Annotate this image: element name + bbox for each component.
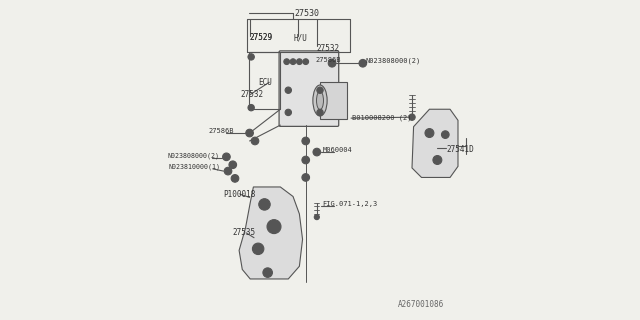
FancyBboxPatch shape xyxy=(279,51,339,126)
Text: P100018: P100018 xyxy=(223,190,255,199)
Circle shape xyxy=(250,106,253,109)
Circle shape xyxy=(226,169,230,173)
Text: 27529: 27529 xyxy=(250,33,273,42)
Circle shape xyxy=(303,175,308,180)
Circle shape xyxy=(303,59,308,65)
Text: A267001086: A267001086 xyxy=(397,300,444,309)
Circle shape xyxy=(223,153,230,161)
Circle shape xyxy=(290,59,296,65)
Bar xyxy=(320,82,347,119)
Circle shape xyxy=(233,176,237,180)
Circle shape xyxy=(231,175,239,182)
Circle shape xyxy=(317,109,323,116)
Ellipse shape xyxy=(317,92,323,110)
Polygon shape xyxy=(239,187,303,279)
Circle shape xyxy=(259,199,270,210)
Circle shape xyxy=(317,87,323,93)
Circle shape xyxy=(315,150,319,154)
Circle shape xyxy=(285,109,291,116)
Circle shape xyxy=(253,139,257,143)
Circle shape xyxy=(303,158,308,162)
Text: 27541D: 27541D xyxy=(446,145,474,154)
Circle shape xyxy=(246,129,253,137)
Text: 27530: 27530 xyxy=(294,9,319,18)
Circle shape xyxy=(224,167,232,175)
Polygon shape xyxy=(412,109,458,178)
Circle shape xyxy=(361,61,365,65)
Text: 27586B: 27586B xyxy=(209,128,234,134)
Text: M060004: M060004 xyxy=(323,147,352,153)
Circle shape xyxy=(230,163,235,167)
Text: 27532: 27532 xyxy=(317,44,340,53)
Circle shape xyxy=(409,114,415,120)
Circle shape xyxy=(328,60,336,67)
Text: 27532: 27532 xyxy=(240,91,263,100)
Circle shape xyxy=(425,129,434,138)
Text: N023810000(1): N023810000(1) xyxy=(168,163,220,170)
Text: N023808000(2): N023808000(2) xyxy=(366,58,421,64)
Circle shape xyxy=(248,54,254,60)
Circle shape xyxy=(313,148,321,156)
Text: H/U: H/U xyxy=(293,33,307,42)
Circle shape xyxy=(229,161,237,169)
Text: 27535: 27535 xyxy=(233,228,256,237)
Circle shape xyxy=(442,131,449,139)
Circle shape xyxy=(302,156,310,164)
Circle shape xyxy=(248,105,254,111)
Circle shape xyxy=(330,61,334,65)
Circle shape xyxy=(267,220,281,234)
Circle shape xyxy=(252,243,264,254)
Circle shape xyxy=(302,137,310,145)
Circle shape xyxy=(251,137,259,145)
Text: B010008200 (2): B010008200 (2) xyxy=(352,115,412,121)
Text: ECU: ECU xyxy=(258,78,272,87)
Circle shape xyxy=(285,87,291,93)
Text: 27586B: 27586B xyxy=(316,57,341,63)
Text: N023808000(2): N023808000(2) xyxy=(167,153,219,159)
Circle shape xyxy=(296,59,302,65)
Circle shape xyxy=(284,59,289,65)
Circle shape xyxy=(225,155,228,159)
Text: 27529: 27529 xyxy=(250,33,273,42)
Circle shape xyxy=(250,55,253,59)
Text: FIG.071-1,2,3: FIG.071-1,2,3 xyxy=(323,201,378,207)
Circle shape xyxy=(433,156,442,164)
Circle shape xyxy=(263,268,273,277)
Circle shape xyxy=(248,131,252,135)
Ellipse shape xyxy=(313,85,327,116)
Circle shape xyxy=(359,60,367,67)
Circle shape xyxy=(314,215,319,220)
Circle shape xyxy=(302,174,310,181)
Circle shape xyxy=(303,139,308,143)
